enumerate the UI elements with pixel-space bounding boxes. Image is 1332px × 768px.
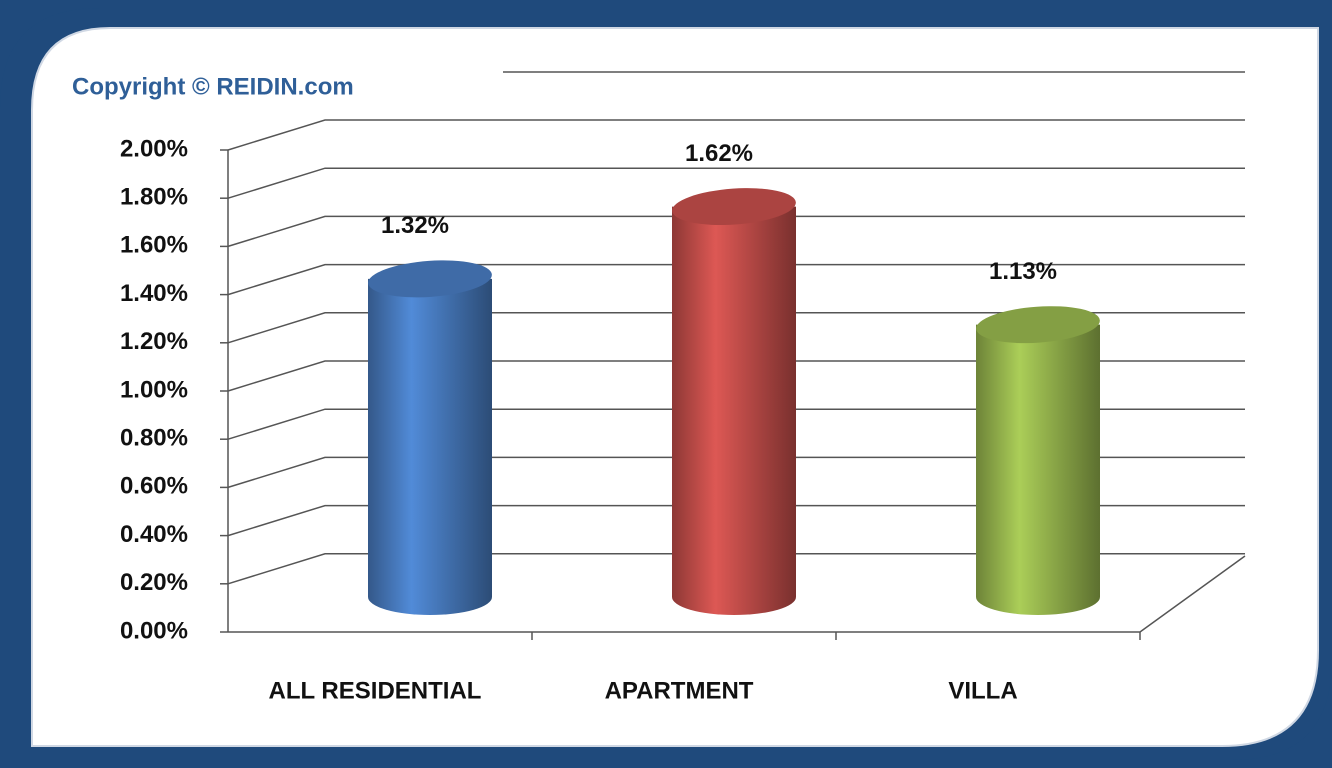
grid-line xyxy=(227,456,1245,489)
value-label: 1.62% xyxy=(685,140,753,167)
y-tick-label: 1.60% xyxy=(120,232,188,259)
x-tick-label: APARTMENT xyxy=(605,677,754,704)
grid-line xyxy=(227,312,1245,344)
y-tick-label: 0.00% xyxy=(120,617,188,644)
y-tick-label: 1.80% xyxy=(120,184,188,211)
y-tick-label: 0.40% xyxy=(120,521,188,548)
grid-line xyxy=(227,360,1245,392)
value-label: 1.32% xyxy=(381,212,449,239)
bar-top xyxy=(976,306,1100,344)
y-tick-label: 1.20% xyxy=(120,328,188,355)
x-tick-label: VILLA xyxy=(948,677,1017,704)
grid-line xyxy=(227,504,1245,537)
grid-line xyxy=(227,215,1245,248)
bar xyxy=(368,278,492,615)
bar-top xyxy=(368,260,492,298)
y-tick-label: 0.20% xyxy=(120,569,188,596)
y-tick-label: 0.80% xyxy=(120,425,188,452)
bar xyxy=(976,324,1100,615)
y-tick-label: 2.00% xyxy=(120,135,188,162)
y-tick-label: 1.00% xyxy=(120,376,188,403)
bar-top xyxy=(672,188,796,226)
bar xyxy=(672,206,796,615)
grid-line xyxy=(227,167,1245,199)
grid-line xyxy=(227,408,1245,440)
grid-line xyxy=(227,263,1245,296)
grid-line xyxy=(227,553,1245,585)
x-tick-label: ALL RESIDENTIAL xyxy=(269,677,482,704)
y-tick-label: 1.40% xyxy=(120,280,188,307)
y-tick-label: 0.60% xyxy=(120,473,188,500)
copyright: Copyright © REIDIN.com xyxy=(72,73,354,100)
value-label: 1.13% xyxy=(989,258,1057,285)
grid-line xyxy=(227,119,1245,151)
